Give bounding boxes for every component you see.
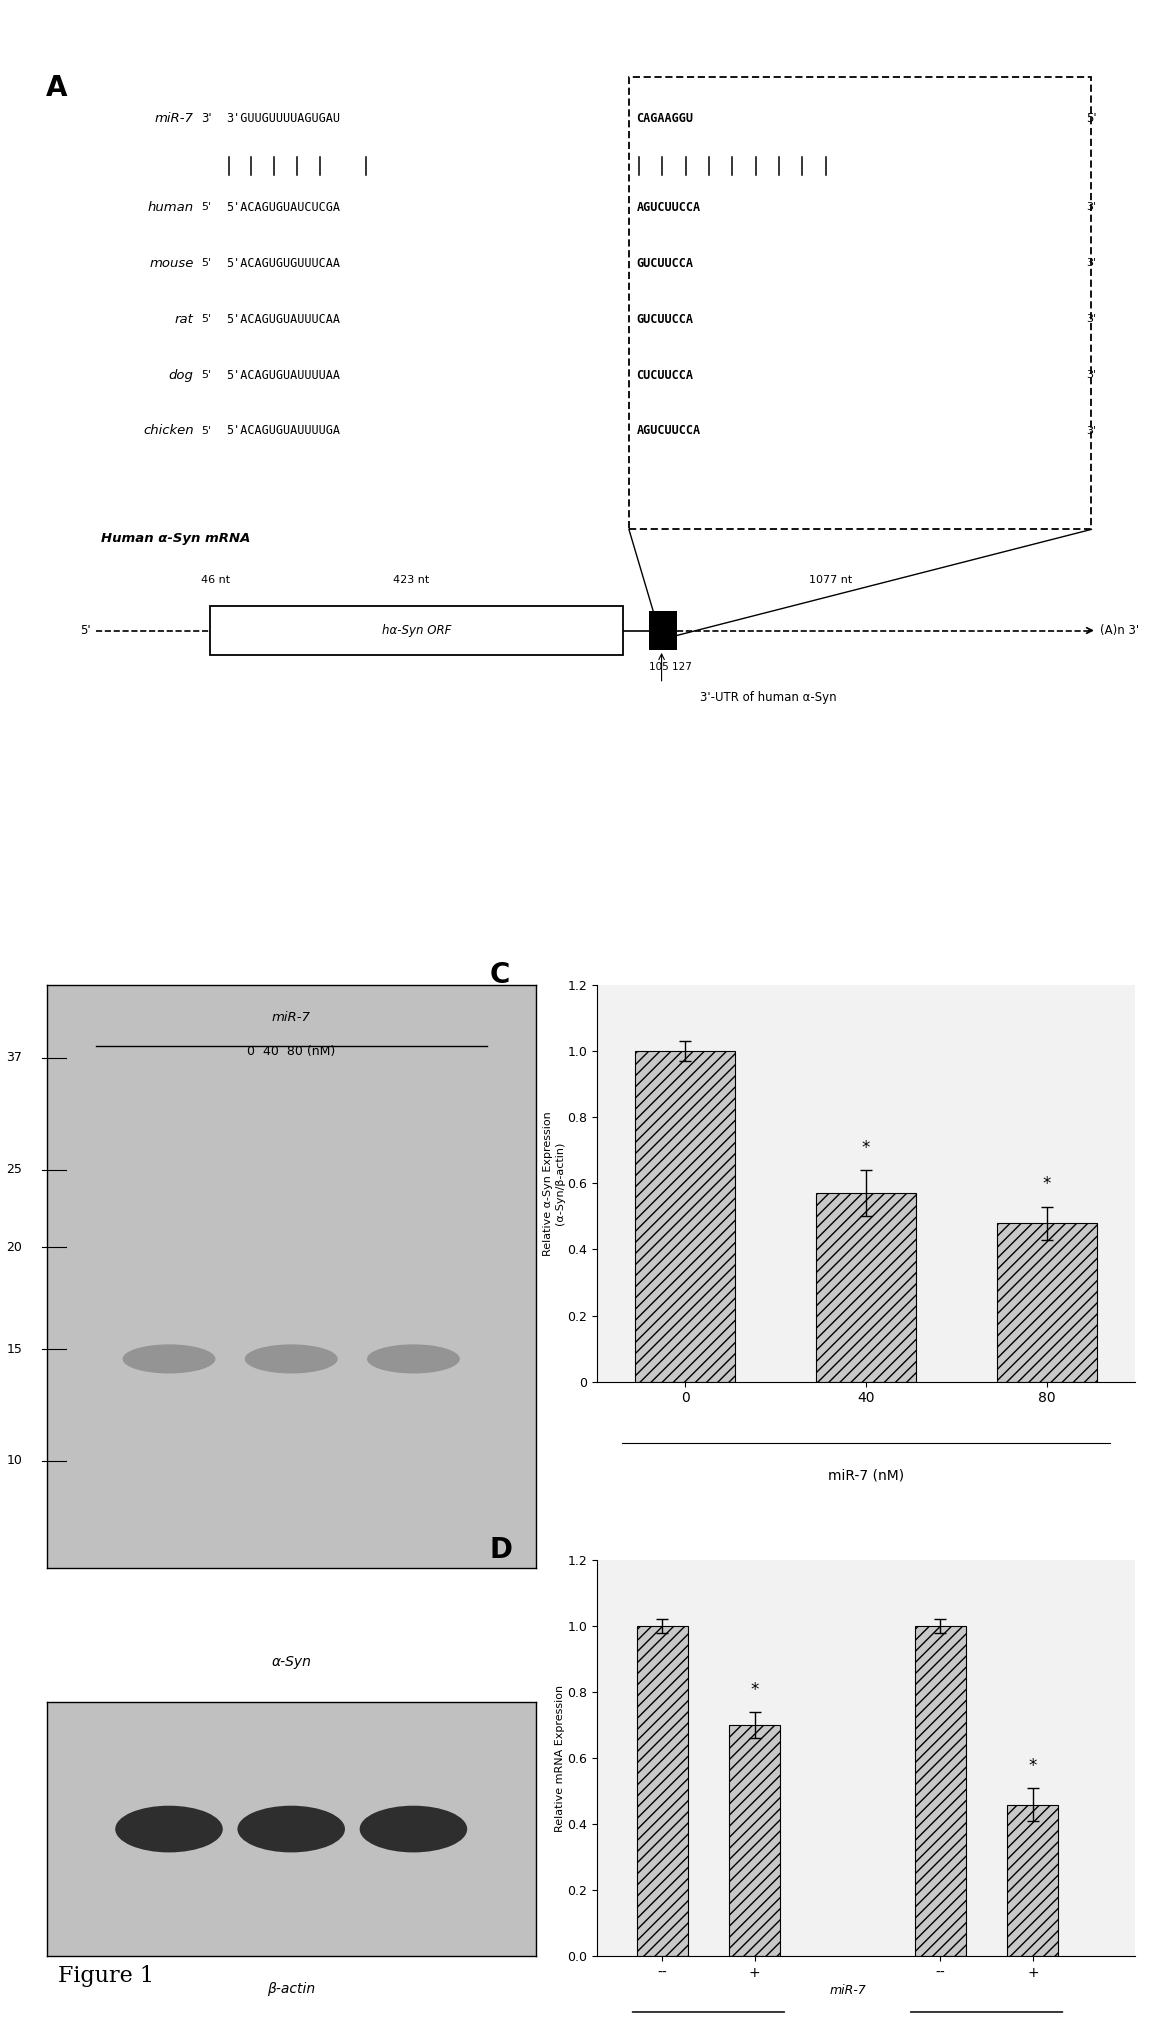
Text: chicken: chicken xyxy=(143,424,194,438)
Text: 5': 5' xyxy=(201,371,212,381)
Ellipse shape xyxy=(367,1345,460,1374)
Text: rat: rat xyxy=(174,312,194,326)
Text: 5': 5' xyxy=(201,314,212,324)
Text: AGUCUUCCA: AGUCUUCCA xyxy=(636,202,701,214)
Text: 10: 10 xyxy=(7,1455,22,1467)
Y-axis label: Relative mRNA Expression: Relative mRNA Expression xyxy=(555,1685,565,1832)
Text: miR-7: miR-7 xyxy=(154,112,194,124)
Bar xyxy=(915,1626,965,1956)
Text: 5': 5' xyxy=(80,624,90,638)
Text: 3': 3' xyxy=(1086,202,1096,212)
Text: 3': 3' xyxy=(1086,371,1096,381)
Text: *: * xyxy=(1042,1176,1052,1194)
Text: 0  40  80 (nM): 0 40 80 (nM) xyxy=(247,1045,336,1058)
Ellipse shape xyxy=(359,1806,467,1853)
Text: dog: dog xyxy=(168,369,194,381)
Ellipse shape xyxy=(245,1345,338,1374)
Text: 5'ACAGUGUAUUUUGA: 5'ACAGUGUAUUUUGA xyxy=(226,424,340,438)
Bar xyxy=(729,1726,780,1956)
Text: *: * xyxy=(1028,1757,1037,1775)
Text: 25: 25 xyxy=(7,1164,22,1176)
Text: GUCUUCCA: GUCUUCCA xyxy=(636,257,694,269)
Text: miR-7: miR-7 xyxy=(830,1985,866,1997)
Bar xyxy=(997,1223,1097,1382)
Text: 3'-UTR of human α-Syn: 3'-UTR of human α-Syn xyxy=(700,691,837,705)
Bar xyxy=(648,611,676,650)
Bar xyxy=(636,1626,688,1956)
Text: AGUCUUCCA: AGUCUUCCA xyxy=(636,424,701,438)
Text: β-actin: β-actin xyxy=(267,1983,315,1995)
Text: *: * xyxy=(862,1139,870,1158)
Text: 3': 3' xyxy=(1086,259,1096,269)
Text: 46 nt: 46 nt xyxy=(201,575,230,585)
Ellipse shape xyxy=(238,1806,345,1853)
Text: 5': 5' xyxy=(201,259,212,269)
Text: 3'GUUGUUUUAGUGAU: 3'GUUGUUUUAGUGAU xyxy=(226,112,340,124)
Text: α-Syn: α-Syn xyxy=(271,1655,311,1669)
Text: 5'ACAGUGUAUUUCAA: 5'ACAGUGUAUUUCAA xyxy=(226,312,340,326)
Text: 20: 20 xyxy=(7,1241,22,1253)
Text: human: human xyxy=(147,202,194,214)
Text: Figure 1: Figure 1 xyxy=(58,1965,154,1987)
Text: CUCUUCCA: CUCUUCCA xyxy=(636,369,694,381)
Text: 5'ACAGUGUAUCUCGA: 5'ACAGUGUAUCUCGA xyxy=(226,202,340,214)
Text: *: * xyxy=(751,1681,759,1700)
Text: GUCUUCCA: GUCUUCCA xyxy=(636,312,694,326)
Text: 37: 37 xyxy=(7,1052,22,1064)
Text: 5': 5' xyxy=(201,202,212,212)
Y-axis label: Relative α-Syn Expression
(α-Syn/β-actin): Relative α-Syn Expression (α-Syn/β-actin… xyxy=(543,1111,565,1255)
Text: CAGAAGGU: CAGAAGGU xyxy=(636,112,694,124)
Text: 5': 5' xyxy=(201,426,212,436)
Text: 3': 3' xyxy=(201,112,212,124)
Bar xyxy=(1007,1804,1059,1956)
Text: 105 127: 105 127 xyxy=(648,662,691,673)
Text: D: D xyxy=(490,1537,512,1565)
Bar xyxy=(211,605,624,656)
Text: 5': 5' xyxy=(1086,112,1096,124)
Text: C: C xyxy=(490,962,510,988)
Text: hα-Syn ORF: hα-Syn ORF xyxy=(383,624,452,638)
Text: mouse: mouse xyxy=(150,257,194,269)
Text: 3': 3' xyxy=(1086,426,1096,436)
Ellipse shape xyxy=(123,1345,215,1374)
Text: 1077 nt: 1077 nt xyxy=(808,575,852,585)
Text: A: A xyxy=(46,75,67,102)
Text: (A)n 3': (A)n 3' xyxy=(1100,624,1140,638)
Text: 3': 3' xyxy=(1086,314,1096,324)
Bar xyxy=(629,77,1092,530)
Text: 423 nt: 423 nt xyxy=(393,575,429,585)
Text: Human α-Syn mRNA: Human α-Syn mRNA xyxy=(102,532,250,544)
Text: 5'ACAGUGUAUUUUAA: 5'ACAGUGUAUUUUAA xyxy=(226,369,340,381)
Text: miR-7: miR-7 xyxy=(271,1011,311,1023)
Bar xyxy=(635,1052,735,1382)
Bar xyxy=(817,1194,916,1382)
Ellipse shape xyxy=(115,1806,222,1853)
Text: miR-7 (nM): miR-7 (nM) xyxy=(828,1469,904,1484)
Text: 15: 15 xyxy=(7,1343,22,1355)
Text: 5'ACAGUGUGUUUCAA: 5'ACAGUGUGUUUCAA xyxy=(226,257,340,269)
